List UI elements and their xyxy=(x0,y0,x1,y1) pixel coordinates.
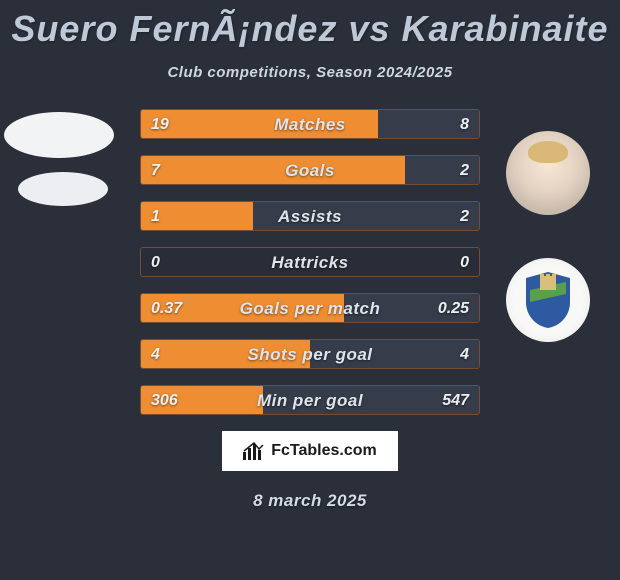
stat-row: 0.370.25Goals per match xyxy=(140,293,480,323)
stat-label: Matches xyxy=(141,110,479,138)
stat-row: 72Goals xyxy=(140,155,480,185)
club-right-crest xyxy=(506,258,590,342)
stat-label: Goals per match xyxy=(141,294,479,322)
stat-row: 198Matches xyxy=(140,109,480,139)
stat-label: Min per goal xyxy=(141,386,479,414)
fctables-logo-text: FcTables.com xyxy=(271,442,377,460)
stat-label: Shots per goal xyxy=(141,340,479,368)
player-left-avatar-placeholder-1 xyxy=(4,112,114,158)
comparison-date: 8 march 2025 xyxy=(0,491,620,511)
stat-label: Goals xyxy=(141,156,479,184)
comparison-title: Suero FernÃ¡ndez vs Karabinaite xyxy=(0,0,620,50)
stat-row: 00Hattricks xyxy=(140,247,480,277)
stat-label: Assists xyxy=(141,202,479,230)
player-left-avatar-placeholder-2 xyxy=(18,172,108,206)
stat-row: 44Shots per goal xyxy=(140,339,480,369)
elche-crest-icon xyxy=(522,270,574,330)
stat-row: 12Assists xyxy=(140,201,480,231)
fctables-bars-icon xyxy=(243,442,265,460)
player-right-avatar xyxy=(506,131,590,215)
stat-label: Hattricks xyxy=(141,248,479,276)
comparison-subtitle: Club competitions, Season 2024/2025 xyxy=(0,64,620,81)
fctables-logo: FcTables.com xyxy=(222,431,398,471)
stat-row: 306547Min per goal xyxy=(140,385,480,415)
